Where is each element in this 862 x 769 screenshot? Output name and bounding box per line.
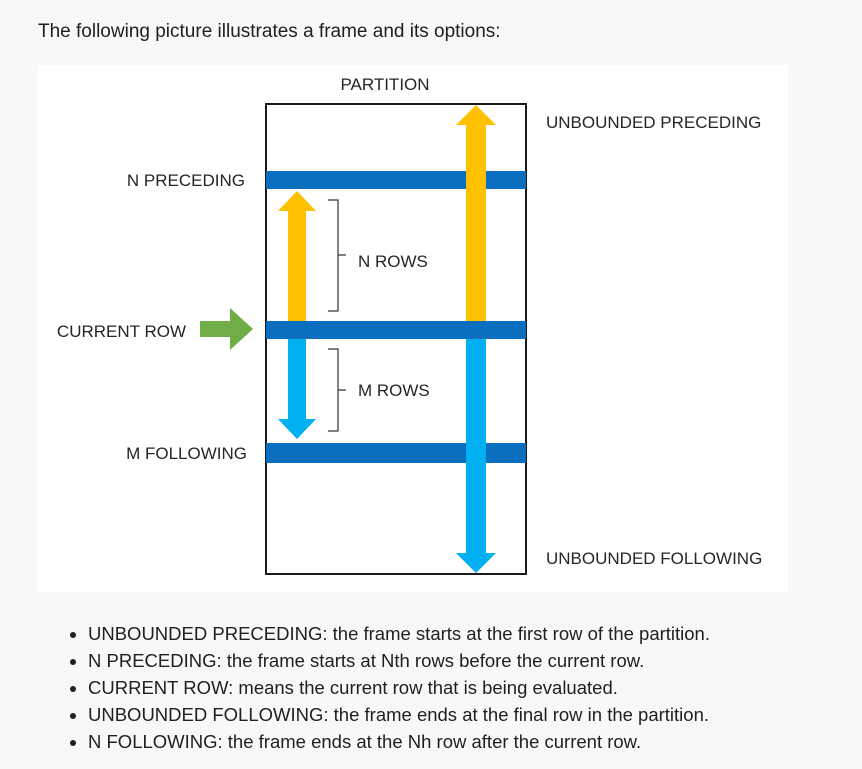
unbounded-following-label: UNBOUNDED FOLLOWING [546,549,762,568]
m-following-label: M FOLLOWING [126,444,247,463]
partition-label: PARTITION [340,75,429,94]
list-item: UNBOUNDED FOLLOWING: the frame ends at t… [88,701,710,728]
list-item: UNBOUNDED PRECEDING: the frame starts at… [88,620,710,647]
n-rows-brace [328,199,346,312]
n-preceding-arrow [278,191,316,321]
m-following-arrow [278,339,316,439]
frame-diagram: PARTITION UNBOUNDED PRECEDING UNBOUNDED … [38,65,788,592]
list-item: N FOLLOWING: the frame ends at the Nh ro… [88,728,710,755]
m-rows-label: M ROWS [358,381,430,400]
list-item: CURRENT ROW: means the current row that … [88,674,710,701]
current-row-band [266,321,526,339]
m-following-row-band [266,443,526,463]
current-row-arrow [200,308,253,350]
m-rows-brace [328,348,346,432]
intro-text: The following picture illustrates a fram… [38,21,501,42]
frame-options-list: UNBOUNDED PRECEDING: the frame starts at… [52,620,710,755]
n-rows-label: N ROWS [358,252,428,271]
unbounded-preceding-arrow [456,105,496,321]
n-preceding-row-band [266,171,526,189]
current-row-label: CURRENT ROW [57,322,186,341]
list-item: N PRECEDING: the frame starts at Nth row… [88,647,710,674]
unbounded-following-arrow [456,339,496,573]
unbounded-preceding-label: UNBOUNDED PRECEDING [546,113,761,132]
frame-diagram-svg: PARTITION UNBOUNDED PRECEDING UNBOUNDED … [57,75,762,575]
n-preceding-label: N PRECEDING [127,171,245,190]
